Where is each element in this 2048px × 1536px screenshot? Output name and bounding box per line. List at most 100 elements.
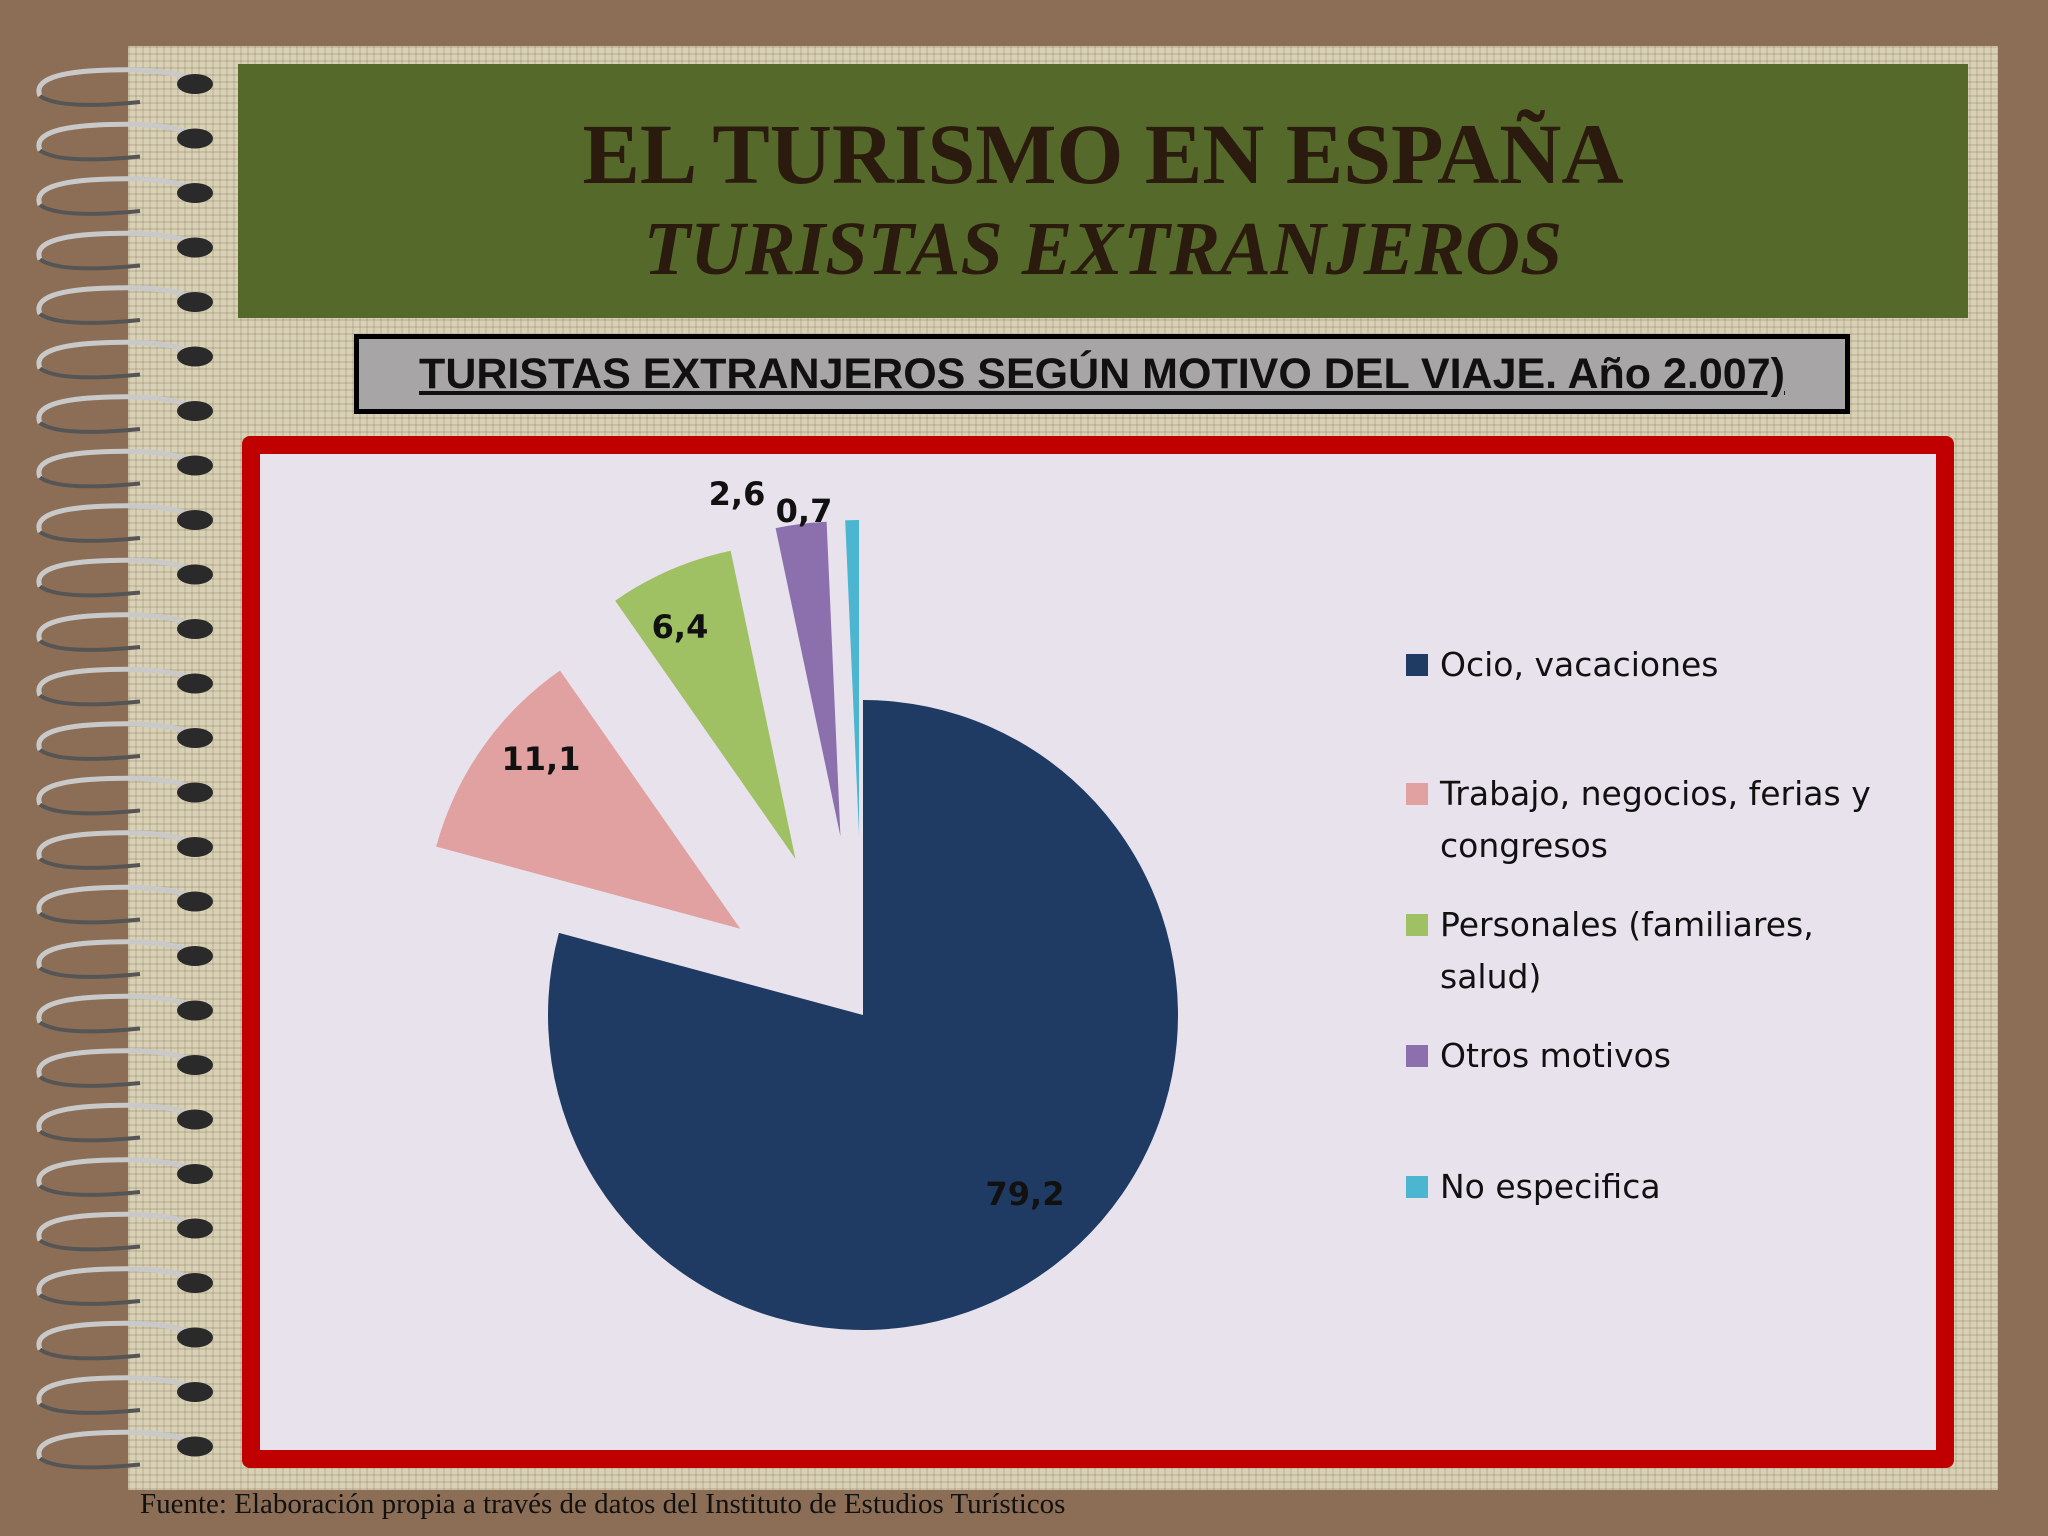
- binding-hole: [177, 183, 213, 203]
- legend-label: Personales (familiares,: [1440, 905, 1814, 944]
- spiral-ring-shadow: [38, 148, 141, 162]
- legend-swatch: [1406, 654, 1428, 676]
- spiral-ring-shadow: [38, 748, 141, 761]
- data-label: 79,2: [986, 1175, 1065, 1213]
- binding-hole: [177, 237, 213, 258]
- spiral-ring: [36, 884, 202, 915]
- legend-label: No especifica: [1440, 1167, 1661, 1206]
- spiral-ring: [36, 503, 202, 533]
- binding-hole: [177, 1327, 213, 1348]
- spiral-ring: [36, 339, 202, 370]
- spiral-ring: [36, 1320, 202, 1351]
- spiral-ring: [36, 230, 202, 261]
- slide-subtitle: TURISTAS EXTRANJEROS: [643, 207, 1563, 291]
- title-banner: EL TURISMO EN ESPAÑA TURISTAS EXTRANJERO…: [238, 64, 1968, 318]
- spiral-ring: [36, 830, 202, 860]
- pie-slice: [845, 520, 860, 836]
- spiral-ring: [36, 775, 202, 806]
- slide-title: EL TURISMO EN ESPAÑA: [582, 106, 1624, 202]
- binding-hole: [177, 1164, 213, 1184]
- spiral-ring-shadow: [38, 421, 141, 434]
- binding-hole: [177, 128, 213, 149]
- binding-hole: [177, 673, 213, 694]
- spiral-ring: [36, 939, 202, 969]
- data-label: 2,6: [709, 475, 766, 513]
- binding-hole: [177, 510, 213, 530]
- spiral-ring: [36, 121, 202, 152]
- spiral-ring-shadow: [38, 802, 141, 816]
- legend-label: congresos: [1440, 826, 1608, 865]
- spiral-ring: [36, 612, 202, 642]
- chart-heading: TURISTAS EXTRANJEROS SEGÚN MOTIVO DEL VI…: [419, 350, 1785, 398]
- spiral-ring-shadow: [38, 530, 141, 543]
- legend-swatch: [1406, 1045, 1428, 1067]
- spiral-ring: [36, 666, 202, 697]
- spiral-ring-shadow: [38, 1402, 141, 1415]
- spiral-ring-shadow: [38, 693, 141, 707]
- spiral-binding: [36, 67, 213, 1470]
- spiral-ring-shadow: [38, 366, 141, 380]
- binding-hole: [177, 1436, 213, 1457]
- binding-hole: [177, 1055, 213, 1075]
- spiral-ring: [36, 1102, 202, 1133]
- binding-hole: [177, 1109, 213, 1130]
- pie-slice: [547, 700, 1178, 1330]
- binding-hole: [177, 346, 213, 367]
- binding-hole: [177, 401, 213, 421]
- spiral-ring: [36, 721, 202, 751]
- spiral-ring-shadow: [38, 1293, 141, 1306]
- legend-label: Otros motivos: [1440, 1036, 1671, 1075]
- binding-hole: [177, 782, 213, 803]
- binding-hole: [177, 728, 213, 748]
- binding-hole: [177, 74, 213, 94]
- spiral-ring: [36, 1375, 202, 1405]
- legend-swatch: [1406, 783, 1428, 805]
- spiral-ring: [36, 394, 202, 424]
- binding-hole: [177, 1000, 213, 1021]
- binding-hole: [177, 891, 213, 912]
- spiral-ring-shadow: [38, 312, 141, 325]
- spiral-ring-shadow: [38, 1456, 141, 1470]
- spiral-ring-shadow: [38, 94, 141, 107]
- spiral-ring-shadow: [38, 203, 141, 216]
- spiral-ring: [36, 176, 202, 206]
- spiral-ring-shadow: [38, 911, 141, 925]
- spiral-ring-shadow: [38, 1347, 141, 1361]
- spiral-ring: [36, 557, 202, 588]
- spiral-ring: [36, 448, 202, 479]
- legend-label: Ocio, vacaciones: [1440, 645, 1719, 684]
- spiral-ring-shadow: [38, 584, 141, 598]
- data-label: 6,4: [652, 608, 709, 646]
- binding-hole: [177, 1382, 213, 1402]
- pie-slice: [615, 550, 796, 859]
- pie-slice: [436, 670, 741, 929]
- data-label: 0,7: [776, 492, 833, 530]
- legend-swatch: [1406, 1176, 1428, 1198]
- spiral-ring-shadow: [38, 966, 141, 979]
- spiral-ring: [36, 1157, 202, 1187]
- spiral-ring-shadow: [38, 475, 141, 489]
- spiral-ring-shadow: [38, 1184, 141, 1197]
- binding-hole: [177, 837, 213, 857]
- spiral-ring: [36, 67, 202, 97]
- binding-hole: [177, 1218, 213, 1239]
- spiral-ring: [36, 1211, 202, 1242]
- legend-label: salud): [1440, 957, 1541, 996]
- spiral-ring: [36, 993, 202, 1024]
- source-note: Fuente: Elaboración propia a través de d…: [140, 1488, 1066, 1520]
- spiral-ring-shadow: [38, 1238, 141, 1252]
- chart-heading-box: TURISTAS EXTRANJEROS SEGÚN MOTIVO DEL VI…: [354, 334, 1850, 414]
- spiral-ring: [36, 1048, 202, 1078]
- pie-slice: [775, 521, 841, 837]
- binding-hole: [177, 619, 213, 639]
- spiral-ring: [36, 285, 202, 315]
- spiral-ring-shadow: [38, 1129, 141, 1143]
- binding-hole: [177, 1273, 213, 1293]
- spiral-ring-shadow: [38, 639, 141, 652]
- spiral-ring-shadow: [38, 857, 141, 870]
- binding-hole: [177, 455, 213, 476]
- spiral-ring-shadow: [38, 1075, 141, 1088]
- data-label: 11,1: [502, 740, 581, 778]
- binding-hole: [177, 946, 213, 966]
